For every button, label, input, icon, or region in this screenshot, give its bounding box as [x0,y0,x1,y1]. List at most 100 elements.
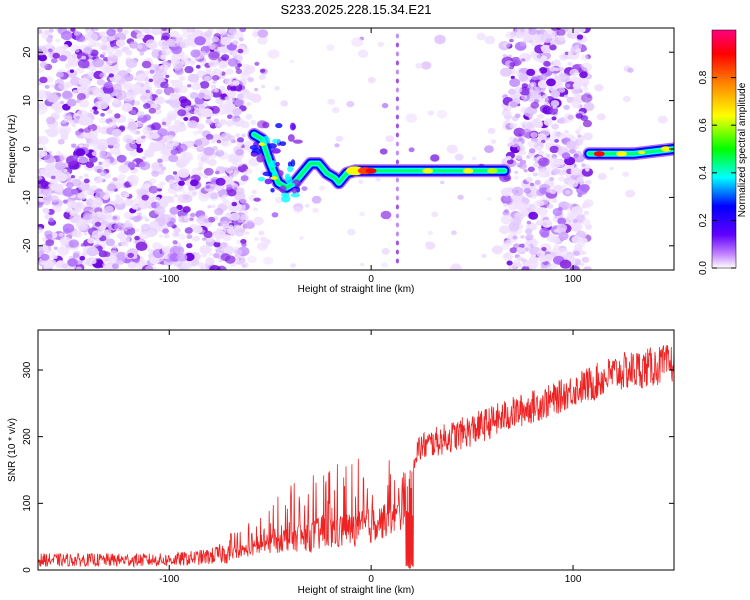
spectrogram-noise-blob [517,28,529,36]
spectrogram-noise-blob [178,180,185,186]
spectrogram-noise-blob [136,147,144,153]
spectrogram-noise-blob [139,202,150,210]
spectrogram-noise-blob [147,248,153,253]
spectrogram-noise-blob [231,114,241,123]
spectrogram-noise-blob [166,134,174,141]
spectrogram-noise-blob [559,259,572,269]
spectrogram-noise-blob [274,85,280,91]
spectrogram-noise-blob [160,166,167,171]
spectrogram-noise-blob [312,207,319,213]
spectrogram-noise-blob [52,52,60,59]
spectrogram-noise-blob [191,167,202,177]
spectrogram-noise-blob [199,245,212,255]
spectrogram-noise-blob [148,185,159,194]
spectrogram-noise-blob [75,266,82,270]
spectrogram-noise-blob [139,51,145,56]
carrier-hotspot [593,151,605,157]
spectrogram-noise-blob [506,260,513,266]
spectrogram-noise-blob [129,41,139,49]
spectrogram-noise-blob [537,207,548,216]
spectrogram-noise-blob [215,149,225,157]
spectrogram-noise-blob [540,44,552,54]
spectrogram-noise-blob [194,139,203,146]
spectrogram-noise-blob [186,240,191,244]
spectrogram-noise-blob [510,75,515,80]
spectrogram-noise-blob [72,229,82,238]
spectrogram-noise-blob [66,98,77,107]
spectrogram-noise-blob [38,179,48,189]
spectrogram-noise-blob [528,153,534,158]
spectrogram-noise-blob [71,178,82,187]
spectrogram-noise-blob [208,59,219,68]
spectrogram-noise-blob [187,84,192,88]
spectrogram-noise-blob [257,36,268,45]
spectrogram-noise-blob [136,111,145,118]
spectrogram-noise-blob [507,159,514,165]
spectrogram-noise-blob [521,258,527,263]
spectrogram-noise-blob [94,165,104,173]
spectrogram-noise-blob [549,66,556,72]
colorbar-tick-label: 0.2 [698,213,709,227]
spectrogram-noise-blob [108,52,114,57]
spectrogram-noise-blob [43,209,50,215]
spectrogram-noise-blob [457,194,464,200]
spectrogram-noise-blob [148,78,154,83]
spectrogram-noise-blob [141,215,147,220]
spectrogram-noise-blob [232,40,239,46]
spectrogram-noise-blob [219,29,227,35]
spectrogram-noise-blob [575,130,580,135]
spectrogram-noise-blob [254,61,260,66]
spectrogram-noise-blob [58,139,64,143]
spectrogram-noise-blob [550,262,558,269]
spectrogram-y-tick-label: -20 [22,238,33,253]
spectrogram-noise-blob [527,140,537,148]
spectrogram-noise-blob [502,54,507,58]
spectrogram-noise-blob [159,54,167,60]
spectrogram-noise-blob [546,203,554,209]
spectrogram-noise-blob [93,110,99,115]
spectrogram-noise-blob [597,172,607,181]
spectrogram-noise-blob [425,241,432,247]
spectrogram-noise-blob [415,63,423,69]
carrier-scatter-blob [279,185,287,193]
spectrogram-noise-blob [56,184,64,190]
spectrogram-noise-blob [585,179,592,185]
spectrogram-noise-blob [151,162,162,171]
spectrogram-noise-blob [179,115,185,120]
spectrogram-noise-blob [159,196,171,206]
spectrogram-noise-blob [87,120,93,126]
spectrogram-noise-blob [177,85,188,94]
carrier-scatter-blob [270,188,275,193]
spectrogram-noise-blob [48,183,53,188]
spectrogram-noise-blob [508,88,516,95]
spectrogram-noise-blob [168,196,174,200]
spectrogram-noise-blob [39,61,48,69]
snr-series-line [38,345,674,569]
spectrogram-noise-blob [157,128,168,137]
spectrogram-noise-blob [581,93,593,103]
spectrogram-noise-blob [52,204,62,213]
spectrogram-noise-blob [381,262,388,268]
spectrogram-noise-blob [387,218,392,222]
spectrogram-noise-blob [104,215,113,222]
carrier-scatter-blob [257,176,265,182]
spectrogram-noise-blob [88,155,98,163]
spectrogram-noise-blob [570,222,583,232]
spectrogram-streak-dot [395,240,399,246]
spectrogram-streak-dot [395,33,399,39]
spectrogram-noise-blob [580,237,588,244]
spectrogram-noise-blob [558,72,570,83]
spectrogram-noise-blob [88,40,96,48]
spectrogram-noise-blob [143,84,149,88]
spectrogram-noise-blob [520,235,525,239]
spectrogram-noise-blob [154,108,162,115]
spectrogram-noise-blob [537,150,545,156]
spectrogram-noise-blob [99,72,107,79]
spectrogram-noise-blob [567,61,573,66]
spectrogram-noise-blob [145,89,150,94]
spectrogram-noise-blob [510,140,520,148]
spectrogram-noise-blob [237,92,247,101]
spectrogram-noise-blob [118,125,126,131]
spectrogram-noise-blob [518,137,523,141]
